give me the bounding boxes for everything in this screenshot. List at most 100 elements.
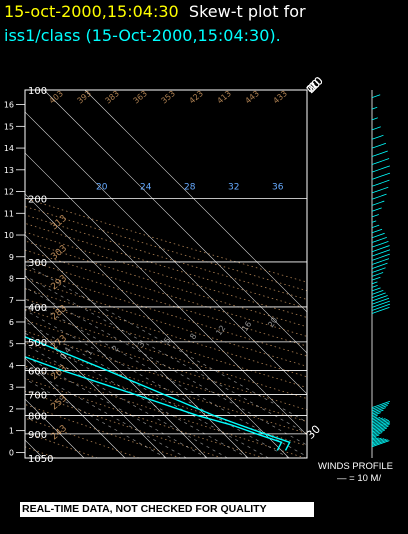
adiabat-label: 303	[50, 244, 70, 263]
height-tick-label: 8	[9, 274, 14, 283]
wind-barb	[371, 158, 390, 165]
plot-subtitle: iss1/class (15-Oct-2000,15:04:30).	[4, 26, 281, 45]
mixing-ratio-label: 32	[228, 182, 239, 192]
wind-barb	[371, 439, 389, 446]
wind-barb	[371, 416, 378, 420]
dry-adiabat-line	[25, 390, 223, 458]
moist-adiabat-line	[25, 355, 208, 458]
wind-barb	[371, 400, 390, 408]
pressure-tick-label: 200	[28, 194, 47, 205]
moist-adiabat-line	[25, 321, 269, 458]
height-tick-label: 0	[9, 448, 14, 457]
wind-barb	[371, 228, 383, 234]
adiabat-label: 283	[50, 304, 70, 323]
adiabat-top-label: 433	[272, 89, 289, 106]
isotherm-line	[25, 193, 290, 458]
height-tick-label: 11	[4, 209, 14, 218]
height-tick-label: 3	[9, 383, 14, 392]
wind-barb	[371, 106, 378, 110]
wind-barb	[371, 407, 386, 413]
wind-barb	[371, 292, 386, 299]
wind-barb	[371, 409, 384, 415]
wind-barb	[371, 267, 386, 273]
wind-barb	[371, 165, 390, 173]
adiabat-top-label: 363	[132, 89, 149, 106]
wind-barb	[371, 117, 378, 121]
dry-adiabat-line	[25, 378, 264, 458]
wind-barb	[371, 295, 388, 302]
adiabat-top-label: 383	[104, 89, 121, 106]
plot-area	[25, 90, 307, 458]
height-tick-label: 12	[4, 188, 14, 197]
dashed-line-label: 16	[240, 320, 253, 334]
wind-barb	[371, 418, 388, 426]
wind-barb	[371, 437, 379, 441]
dashed-line-label: 1	[84, 348, 94, 357]
adiabat-label: 313	[50, 214, 70, 233]
isotherm-line	[25, 357, 126, 458]
dry-adiabat-line	[25, 431, 98, 458]
wind-barb	[371, 421, 390, 429]
dashed-line-label: 12	[214, 324, 227, 338]
moist-adiabat-line	[25, 332, 249, 458]
height-tick-label: 7	[9, 296, 14, 305]
dry-adiabat-line	[25, 330, 307, 422]
height-tick-label: 9	[9, 253, 14, 262]
dewpoint-profile-line	[25, 356, 283, 451]
wind-barb	[371, 438, 385, 444]
title-line-1: 15-oct-2000,15:04:30 Skew-t plot for	[4, 2, 306, 21]
wind-barb	[371, 207, 382, 212]
wind-barb	[371, 422, 391, 430]
title-date-time: 15-oct-2000,15:04:30	[4, 2, 179, 21]
mixing-ratio-label: 36	[272, 182, 284, 192]
wind-barb	[371, 241, 389, 248]
wind-barb	[371, 276, 381, 281]
moist-adiabat-line	[25, 275, 307, 435]
wind-barb	[371, 220, 377, 223]
wind-barb	[371, 126, 381, 131]
moist-adiabat-line	[25, 286, 307, 446]
height-tick-label: 1	[9, 427, 14, 436]
wind-barb	[371, 424, 390, 431]
dashed-line-label: 20	[266, 316, 279, 330]
height-tick-label: 5	[9, 340, 14, 349]
wind-barb	[371, 290, 384, 295]
wind-barb	[371, 193, 387, 200]
quality-warning-banner: REAL-TIME DATA, NOT CHECKED FOR QUALITY	[20, 502, 314, 517]
adiabat-top-label: 423	[188, 89, 205, 106]
winds-scale-label: — = 10 M/	[337, 473, 382, 484]
isotherm-line	[84, 90, 307, 313]
pressure-tick-label: 1050	[28, 454, 53, 465]
pressure-tick-label: 400	[28, 303, 47, 314]
wind-barb	[371, 427, 388, 434]
dashed-line-label: 8	[188, 332, 198, 341]
height-tick-label: 2	[9, 405, 14, 414]
height-tick-label: 13	[4, 166, 14, 175]
wind-barb	[371, 402, 390, 410]
wind-barb	[371, 249, 391, 257]
wind-barb	[371, 272, 384, 277]
wind-barb	[371, 300, 390, 308]
mixing-ratio-label: 24	[140, 182, 152, 192]
isotherm-line	[43, 90, 307, 354]
height-tick-label: 14	[4, 144, 14, 153]
wind-barb	[371, 412, 381, 417]
pressure-tick-label: 700	[28, 391, 47, 402]
wind-barb	[371, 429, 385, 436]
dry-adiabat-line	[25, 365, 306, 458]
wind-barb	[371, 253, 390, 261]
isotherm-line	[25, 275, 208, 458]
adiabat-top-label: 413	[216, 89, 233, 106]
pressure-tick-label: 500	[28, 338, 47, 349]
wind-barb	[371, 232, 385, 239]
wind-barb	[371, 172, 391, 180]
isotherm-line	[25, 152, 307, 436]
pressure-tick-label: 600	[28, 366, 47, 377]
dry-adiabat-line	[25, 353, 307, 447]
adiabat-top-label: 353	[160, 89, 177, 106]
wind-barb	[371, 434, 380, 438]
dry-adiabat-line	[25, 308, 307, 399]
wind-barb	[371, 436, 377, 440]
wind-barb	[371, 94, 381, 99]
wind-barb	[371, 432, 383, 437]
